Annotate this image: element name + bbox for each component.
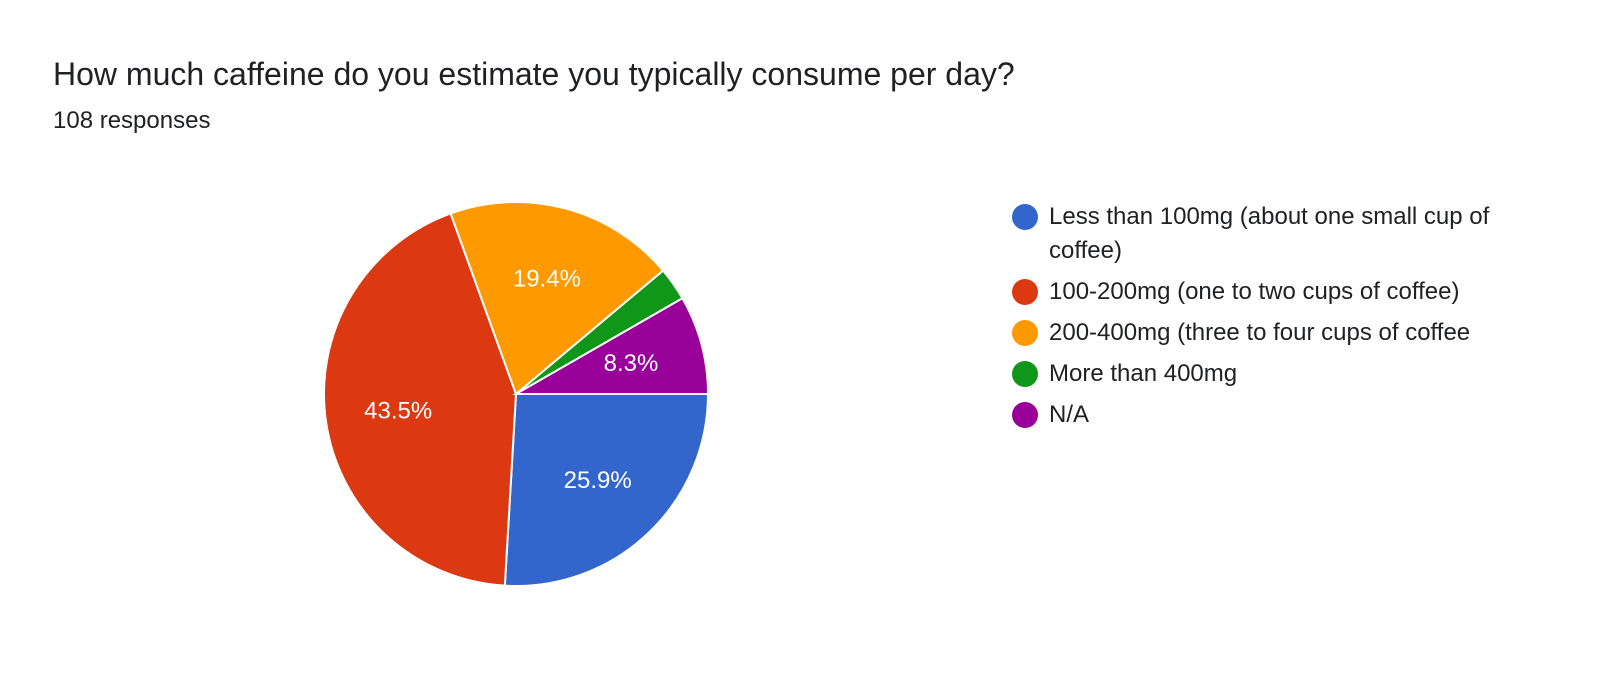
slice-percent-label: 25.9% [564,467,632,494]
chart-legend: Less than 100mg (about one small cup of … [1012,200,1532,439]
legend-swatch-icon [1012,320,1038,346]
chart-title: How much caffeine do you estimate you ty… [53,56,1015,92]
legend-item[interactable]: N/A [1012,398,1532,432]
legend-label: 200-400mg (three to four cups of coffee [1049,319,1471,346]
pie-chart: 25.9% 43.5% 19.4% 8.3% [323,201,710,587]
pie-slice[interactable] [449,201,665,396]
slice-percent-label: 43.5% [364,398,432,425]
legend-label: Less than 100mg (about one small cup of … [1049,203,1490,264]
legend-swatch-icon [1012,204,1038,230]
legend-item[interactable]: Less than 100mg (about one small cup of … [1012,200,1532,268]
pie-slice[interactable] [512,296,710,395]
legend-item[interactable]: 100-200mg (one to two cups of coffee) [1012,275,1532,309]
legend-label: 100-200mg (one to two cups of coffee) [1049,278,1460,305]
legend-swatch-icon [1012,361,1038,387]
slice-percent-label: 8.3% [604,350,659,377]
legend-item[interactable]: 200-400mg (three to four cups of coffee [1012,316,1532,350]
pie-slice[interactable] [323,212,518,587]
legend-swatch-icon [1012,279,1038,305]
slice-percent-label: 19.4% [513,266,581,293]
legend-label: More than 400mg [1049,360,1238,387]
pie-slice[interactable] [503,393,710,587]
legend-item[interactable]: More than 400mg [1012,357,1532,391]
legend-swatch-icon [1012,402,1038,428]
response-count: 108 responses [53,107,211,134]
legend-label: N/A [1049,401,1090,428]
